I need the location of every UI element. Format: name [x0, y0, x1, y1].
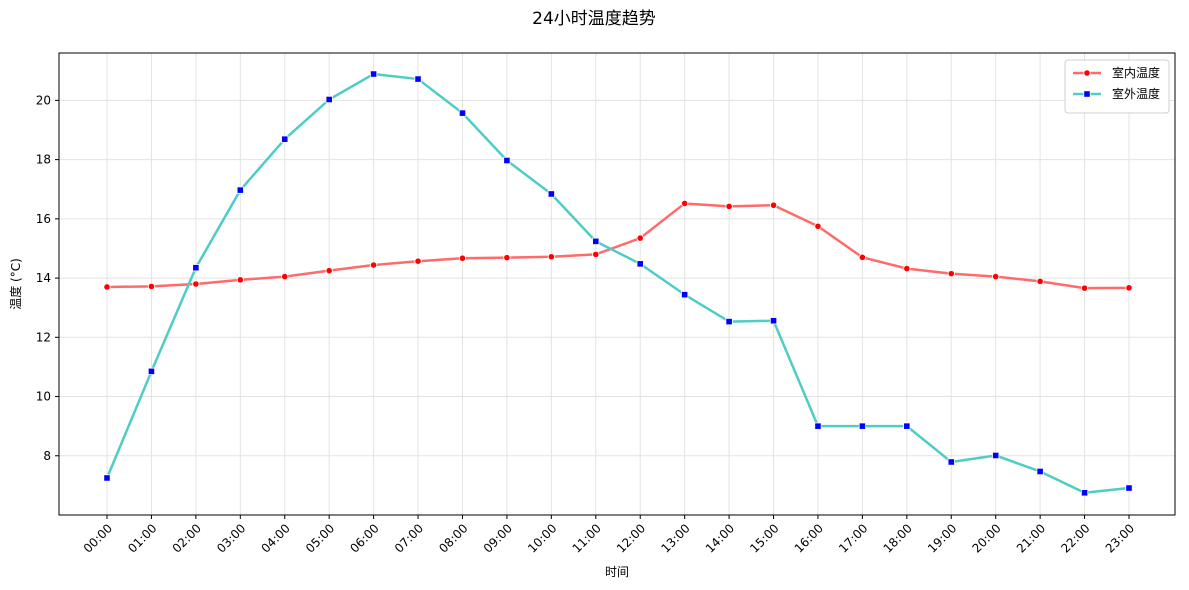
y-tick-label: 8 — [43, 449, 51, 463]
data-point — [325, 267, 333, 275]
data-point — [1080, 284, 1089, 292]
data-point — [414, 75, 422, 83]
data-point — [103, 283, 111, 291]
x-tick-label: 07:00 — [392, 521, 426, 555]
x-tick-label: 18:00 — [881, 521, 915, 555]
y-axis: 8 10 12 14 16 18 20 — [36, 93, 59, 463]
data-point — [725, 202, 733, 211]
x-axis-label: 时间 — [605, 565, 629, 579]
data-point — [903, 422, 911, 430]
y-tick-label: 10 — [36, 390, 51, 404]
x-tick-label: 22:00 — [1058, 521, 1092, 555]
x-tick-label: 19:00 — [925, 521, 959, 555]
data-point — [370, 70, 378, 78]
x-tick-label: 08:00 — [436, 521, 470, 555]
data-point — [281, 272, 289, 281]
data-point — [1036, 277, 1044, 285]
x-tick-label: 21:00 — [1014, 521, 1048, 555]
data-point — [192, 280, 200, 288]
data-point — [992, 451, 1000, 460]
x-tick-label: 05:00 — [303, 521, 337, 555]
x-tick-label: 16:00 — [792, 521, 826, 555]
data-point — [947, 270, 955, 278]
y-tick-label: 12 — [36, 330, 51, 344]
data-point — [592, 250, 600, 258]
y-tick-label: 18 — [36, 153, 51, 167]
x-axis: 00:00 01:00 02:00 03:00 04:00 05:00 06:00 07:00… — [81, 515, 1137, 556]
data-point — [147, 282, 156, 290]
x-tick-label: 10:00 — [525, 521, 559, 555]
data-point — [370, 261, 378, 269]
data-point — [1125, 484, 1133, 492]
data-point — [236, 186, 244, 194]
x-tick-label: 23:00 — [1103, 521, 1137, 555]
y-axis-label: 温度 (°C) — [8, 258, 23, 310]
y-tick-label: 14 — [36, 271, 51, 285]
data-point — [814, 222, 822, 230]
legend-marker — [1083, 90, 1091, 98]
data-point — [858, 253, 866, 261]
series-line — [105, 72, 1130, 495]
x-tick-label: 04:00 — [258, 521, 292, 555]
data-point — [547, 253, 555, 261]
plot-frame — [58, 52, 1176, 516]
series-line — [106, 202, 1130, 290]
x-tick-label: 14:00 — [703, 521, 737, 555]
data-point — [458, 109, 467, 117]
data-point — [992, 272, 1000, 281]
data-point — [192, 264, 200, 272]
data-point — [1125, 284, 1133, 292]
data-point — [769, 201, 778, 209]
x-tick-label: 00:00 — [81, 521, 115, 555]
data-point — [636, 234, 644, 242]
x-tick-label: 09:00 — [481, 521, 515, 555]
series-layer — [103, 70, 1133, 497]
legend-marker — [1083, 69, 1091, 77]
x-tick-label: 03:00 — [214, 521, 248, 555]
x-tick-label: 12:00 — [614, 521, 648, 555]
x-tick-label: 11:00 — [570, 521, 604, 555]
data-point — [325, 95, 333, 104]
data-point — [858, 422, 866, 430]
data-point — [814, 422, 822, 430]
series-1 — [103, 199, 1133, 292]
data-point — [503, 156, 511, 165]
y-tick-label: 20 — [36, 93, 51, 107]
x-tick-label: 02:00 — [170, 521, 204, 555]
series-2 — [103, 70, 1133, 497]
data-point — [681, 291, 689, 299]
data-point — [1080, 489, 1089, 497]
data-point — [592, 237, 600, 245]
x-tick-label: 20:00 — [969, 521, 1003, 555]
data-point — [1036, 467, 1044, 476]
y-tick-label: 16 — [36, 212, 51, 226]
data-point — [281, 135, 289, 143]
legend-label: 室内温度 — [1112, 65, 1160, 80]
data-point — [236, 276, 244, 284]
x-tick-label: 06:00 — [347, 521, 381, 555]
x-tick-label: 01:00 — [125, 521, 159, 555]
grid — [59, 53, 1175, 515]
data-point — [503, 254, 511, 262]
x-tick-label: 13:00 — [658, 521, 692, 555]
data-point — [547, 190, 555, 198]
x-tick-label: 17:00 — [836, 521, 870, 555]
data-point — [414, 257, 422, 265]
data-point — [147, 367, 156, 375]
data-point — [769, 317, 778, 325]
legend-label: 室外温度 — [1112, 86, 1160, 101]
data-point — [947, 458, 955, 466]
data-point — [903, 264, 911, 273]
data-point — [725, 318, 733, 326]
chart-title: 24小时温度趋势 — [532, 9, 656, 29]
data-point — [636, 260, 644, 268]
x-tick-label: 15:00 — [747, 521, 781, 555]
data-point — [103, 474, 111, 482]
data-point — [681, 199, 689, 208]
data-point — [458, 254, 467, 262]
